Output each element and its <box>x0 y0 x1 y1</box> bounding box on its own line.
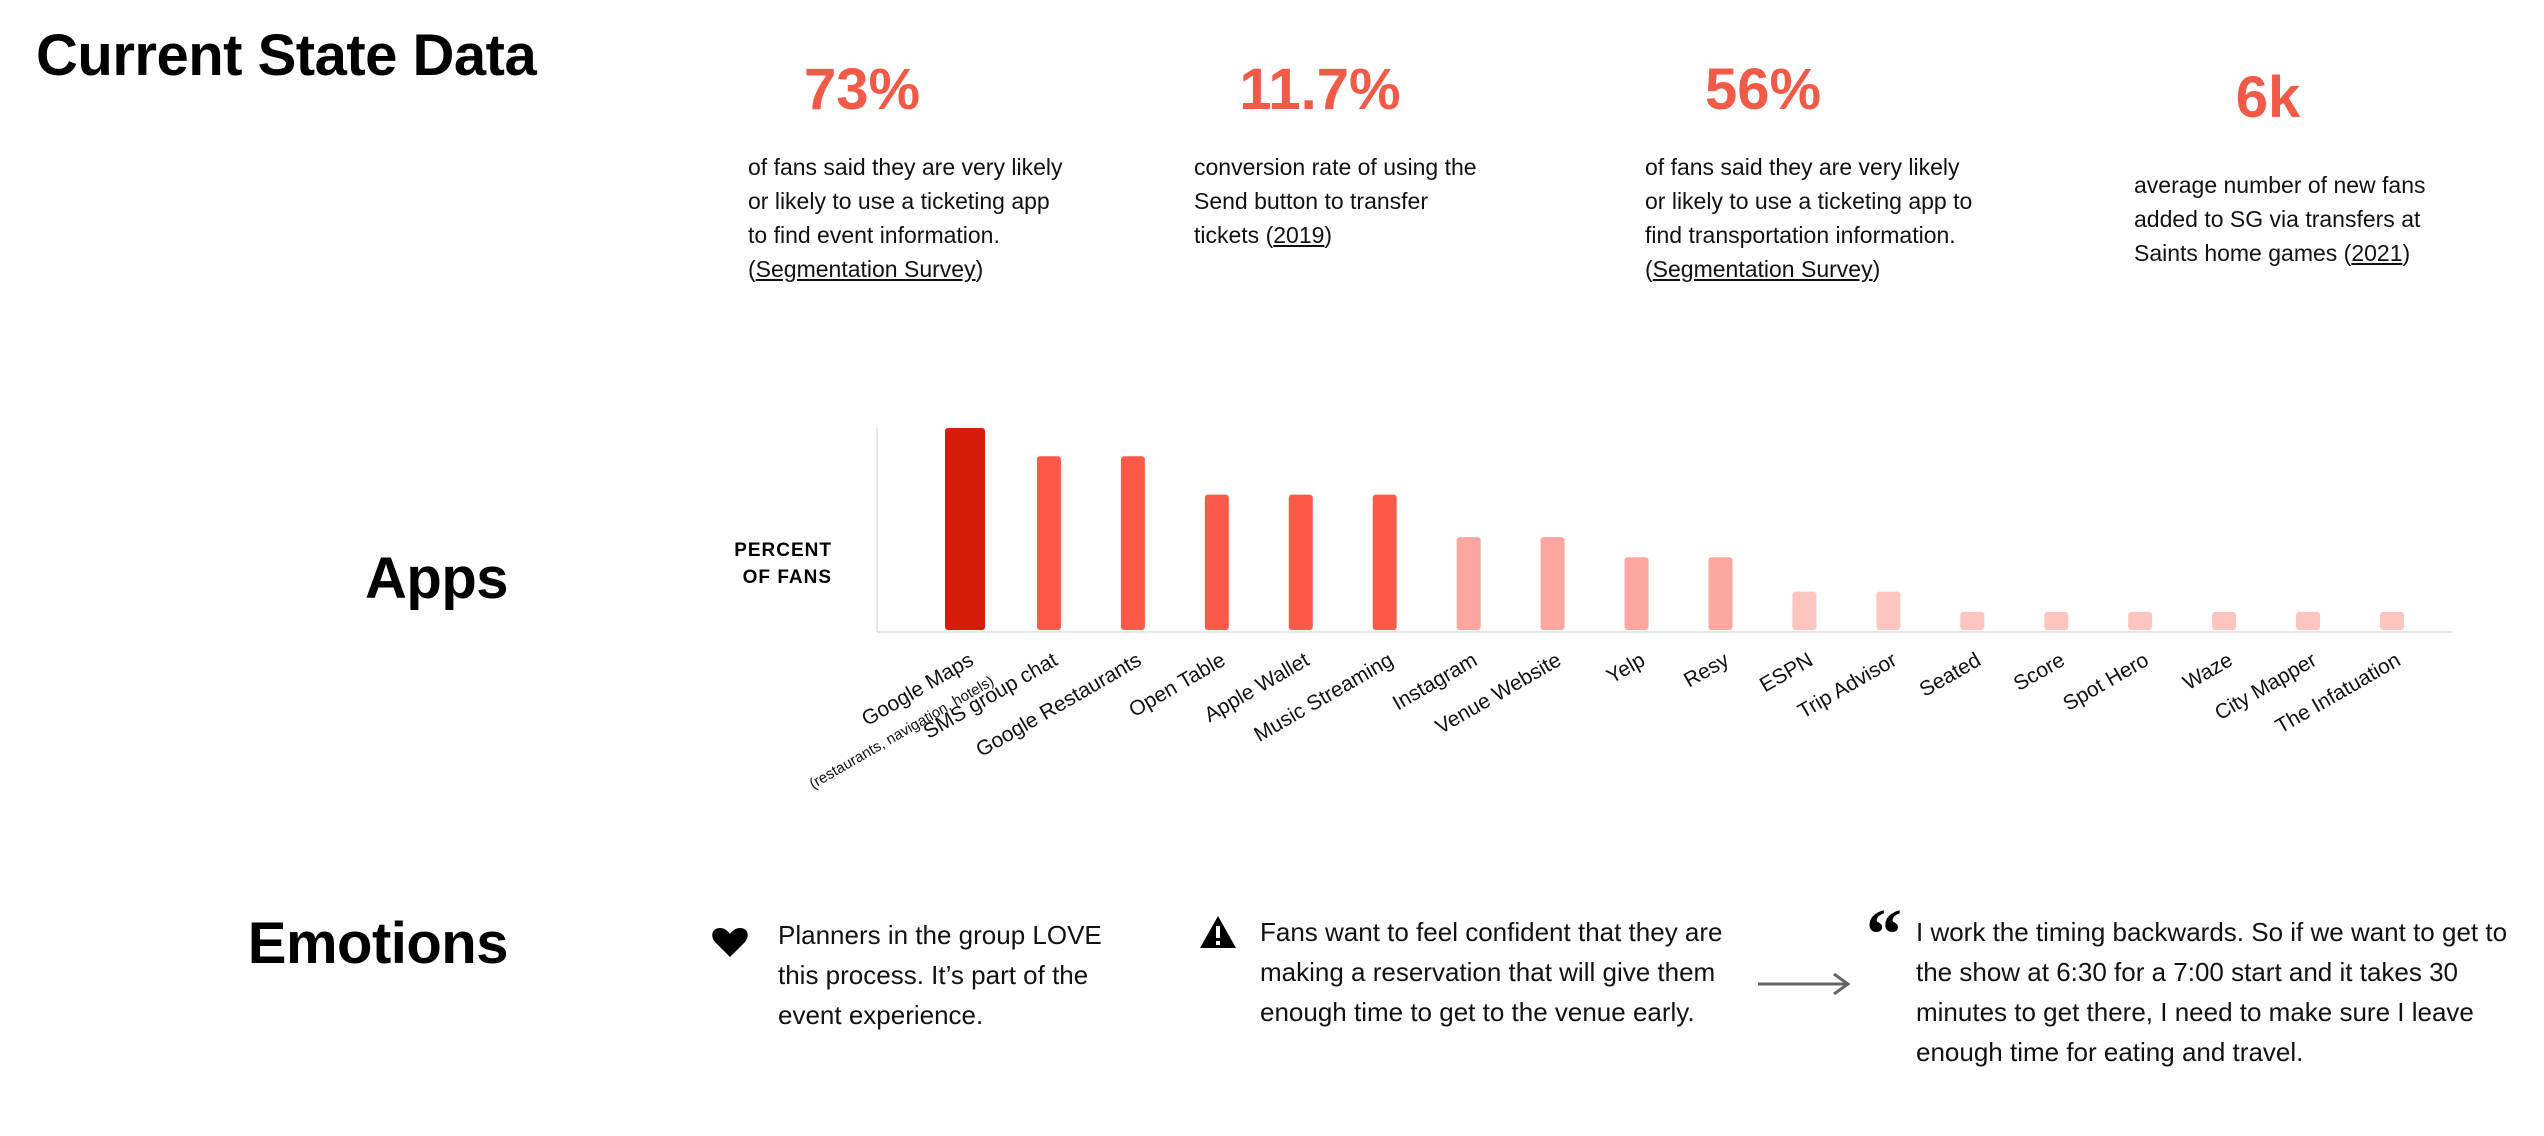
bar-spot-hero <box>2128 611 2153 630</box>
stat-description: average number of new fans added to SG v… <box>2134 172 2426 266</box>
bar-google-maps <box>945 428 985 630</box>
bar-score <box>2044 611 2069 630</box>
x-tick-label: Spot Hero <box>2059 648 2152 715</box>
bar-waze <box>2212 611 2237 630</box>
page-title: Current State Data <box>36 23 537 88</box>
x-tick-label: Resy <box>1680 648 1733 692</box>
x-tick-label: Music Streaming <box>1250 648 1397 746</box>
source-link[interactable]: Segmentation Survey <box>1652 256 1873 282</box>
x-tick-label: Score <box>2010 648 2069 695</box>
bar-seated <box>1960 611 1985 630</box>
bar-city-mapper <box>2296 611 2321 630</box>
emotion-text: Fans want to feel confident that they ar… <box>1260 917 1723 1027</box>
stat-description: conversion rate of using the Send button… <box>1194 154 1477 248</box>
emotion-card-2 <box>1198 912 1238 957</box>
stat-value: 56% <box>1704 57 1822 122</box>
chart-y-label: PERCENT OF FANS <box>734 540 832 588</box>
stat-4: 6k <box>2078 64 2458 131</box>
section-title-apps: Apps <box>365 546 509 611</box>
stat-value: 11.7% <box>1239 57 1401 122</box>
stat-2: 11.7% <box>1130 56 1510 123</box>
stat-3: 56% <box>1573 56 1953 123</box>
bar-open-table <box>1204 494 1229 630</box>
warning-icon <box>1200 916 1236 948</box>
bar-resy <box>1708 557 1733 630</box>
emotion-quote: I work the timing backwards. So if we wa… <box>1916 917 2508 1067</box>
source-link[interactable]: 2019 <box>1273 222 1325 248</box>
bar-venue-website <box>1540 537 1565 630</box>
source-link[interactable]: 2021 <box>2351 240 2403 266</box>
x-tick-label: ESPN <box>1756 648 1817 697</box>
x-tick-label: Waze <box>2179 648 2236 694</box>
stat-description: of fans said they are very likely or lik… <box>1645 154 1973 282</box>
stat-value: 73% <box>803 57 921 122</box>
emotion-card-1 <box>710 922 750 967</box>
apps-bar-chart: Google Maps(restaurants, navigation, hot… <box>807 428 2452 793</box>
stat-description: of fans said they are very likely or lik… <box>748 154 1063 282</box>
heart-icon <box>712 928 748 957</box>
source-link[interactable]: Segmentation Survey <box>755 256 976 282</box>
x-tick-label: Yelp <box>1603 648 1649 688</box>
bar-sms-group-chat <box>1036 456 1061 630</box>
stat-1: 73% <box>672 56 1052 123</box>
bar-trip-advisor <box>1876 591 1901 630</box>
arrow-right-icon <box>1758 972 1851 996</box>
bar-yelp <box>1624 557 1649 630</box>
bar-music-streaming <box>1372 494 1397 630</box>
x-tick-label: Seated <box>1916 648 1985 701</box>
bar-the-infatuation <box>2380 611 2404 630</box>
bar-instagram <box>1456 537 1481 630</box>
section-title-emotions: Emotions <box>247 911 509 976</box>
bar-apple-wallet <box>1288 494 1313 630</box>
emotion-text: Planners in the group LOVE this process.… <box>778 920 1102 1030</box>
bar-google-restaurants <box>1120 456 1145 630</box>
bar-espn <box>1792 591 1817 630</box>
stat-value: 6k <box>2235 65 2301 130</box>
quote-icon: “ <box>1866 894 1902 974</box>
